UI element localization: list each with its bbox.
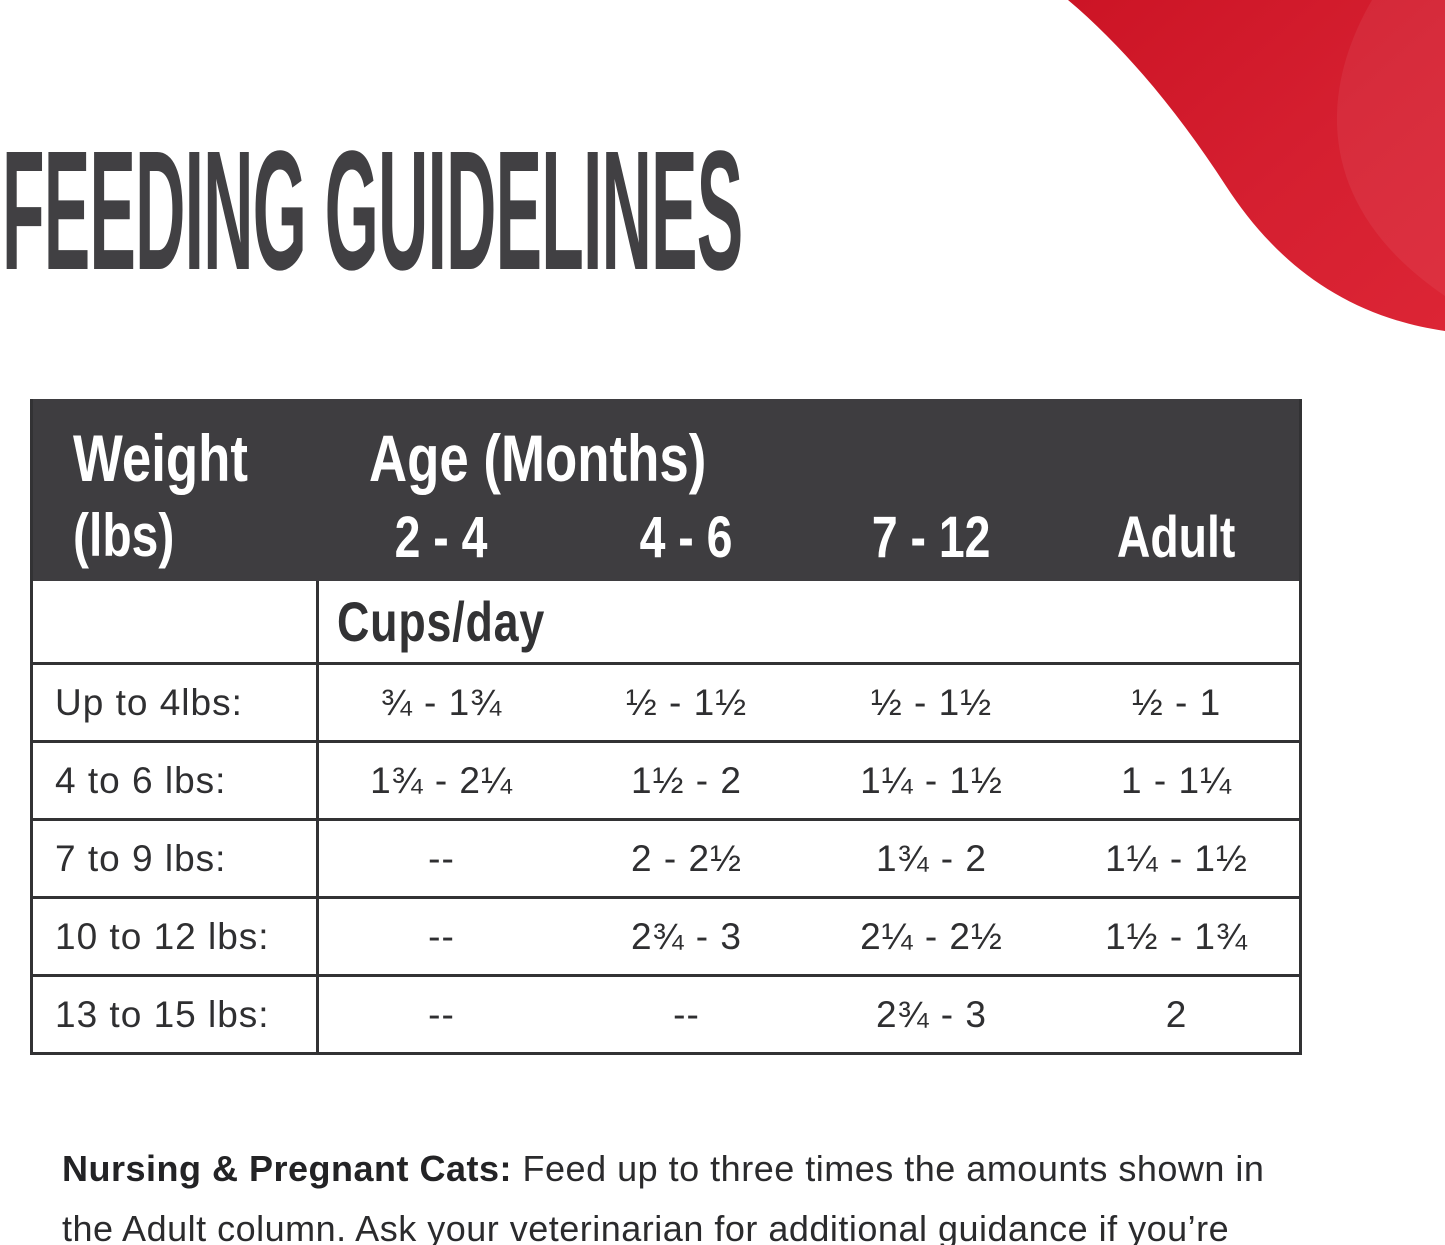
value-cell: ½ - 1½ [870,681,993,723]
table-row: 7 to 9 lbs: -- 2 - 2½ 1¾ - 2 1¼ - 1½ [33,818,1299,896]
footnote-label: Nursing & Pregnant Cats: [62,1148,513,1189]
value-cell: 1¼ - 1½ [860,759,1003,801]
weight-cell: 4 to 6 lbs: [55,759,227,801]
table-header: Weight (lbs) Age (Months) 2 - 4 4 - 6 7 … [33,399,1299,581]
value-cell: 1½ - 1¾ [1105,915,1248,957]
value-cell: ½ - 1 [1131,681,1222,723]
value-cell: ¾ - 1¾ [380,681,503,723]
weight-header-units: (lbs) [73,502,175,569]
age-range-adult: Adult [1117,505,1236,570]
weight-cell: 7 to 9 lbs: [55,837,227,879]
value-cell: 1¼ - 1½ [1105,837,1248,879]
value-cell: -- [428,993,455,1035]
value-cell: 1¾ - 2 [876,837,987,879]
feeding-table: Weight (lbs) Age (Months) 2 - 4 4 - 6 7 … [30,399,1302,1055]
weight-column-header: Weight (lbs) [33,399,319,581]
page-title: FEEDING GUIDELINES [2,116,743,306]
table-row: 10 to 12 lbs: -- 2¾ - 3 2¼ - 2½ 1½ - 1¾ [33,896,1299,974]
value-cell: 2 [1165,993,1188,1035]
nursing-pregnant-footnote: Nursing & Pregnant Cats: Feed up to thre… [62,1139,1272,1245]
value-cell: 1½ - 2 [631,759,742,801]
value-cell: -- [673,993,700,1035]
age-range-4-6: 4 - 6 [640,505,733,570]
footnote-text: Feed up to three times the amounts shown… [62,1148,1265,1245]
table-row: 4 to 6 lbs: 1¾ - 2¼ 1½ - 2 1¼ - 1½ 1 - 1… [33,740,1299,818]
value-cell: ½ - 1½ [625,681,748,723]
age-header-label: Age (Months) [369,421,707,495]
value-cell: 2¾ - 3 [876,993,987,1035]
value-cell: 2¼ - 2½ [860,915,1003,957]
age-range-7-12: 7 - 12 [872,505,991,570]
units-row-empty-cell [33,581,316,662]
units-label: Cups/day [337,590,546,653]
table-row: Up to 4lbs: ¾ - 1¾ ½ - 1½ ½ - 1½ ½ - 1 [33,662,1299,740]
weight-cell: 10 to 12 lbs: [55,915,270,957]
age-column-group-header: Age (Months) 2 - 4 4 - 6 7 - 12 Adult [319,399,1299,581]
age-range-headers: 2 - 4 4 - 6 7 - 12 Adult [319,507,1299,569]
weight-cell: 13 to 15 lbs: [55,993,270,1035]
table-row: 13 to 15 lbs: -- -- 2¾ - 3 2 [33,974,1299,1052]
value-cell: -- [428,837,455,879]
weight-header-label: Weight [73,421,249,495]
age-range-2-4: 2 - 4 [395,505,488,570]
value-cell: -- [428,915,455,957]
value-cell: 2¾ - 3 [631,915,742,957]
units-row: Cups/day [33,581,1299,662]
weight-cell: Up to 4lbs: [55,681,243,723]
value-cell: 1 - 1¼ [1121,759,1232,801]
value-cell: 1¾ - 2¼ [370,759,513,801]
value-cell: 2 - 2½ [631,837,742,879]
